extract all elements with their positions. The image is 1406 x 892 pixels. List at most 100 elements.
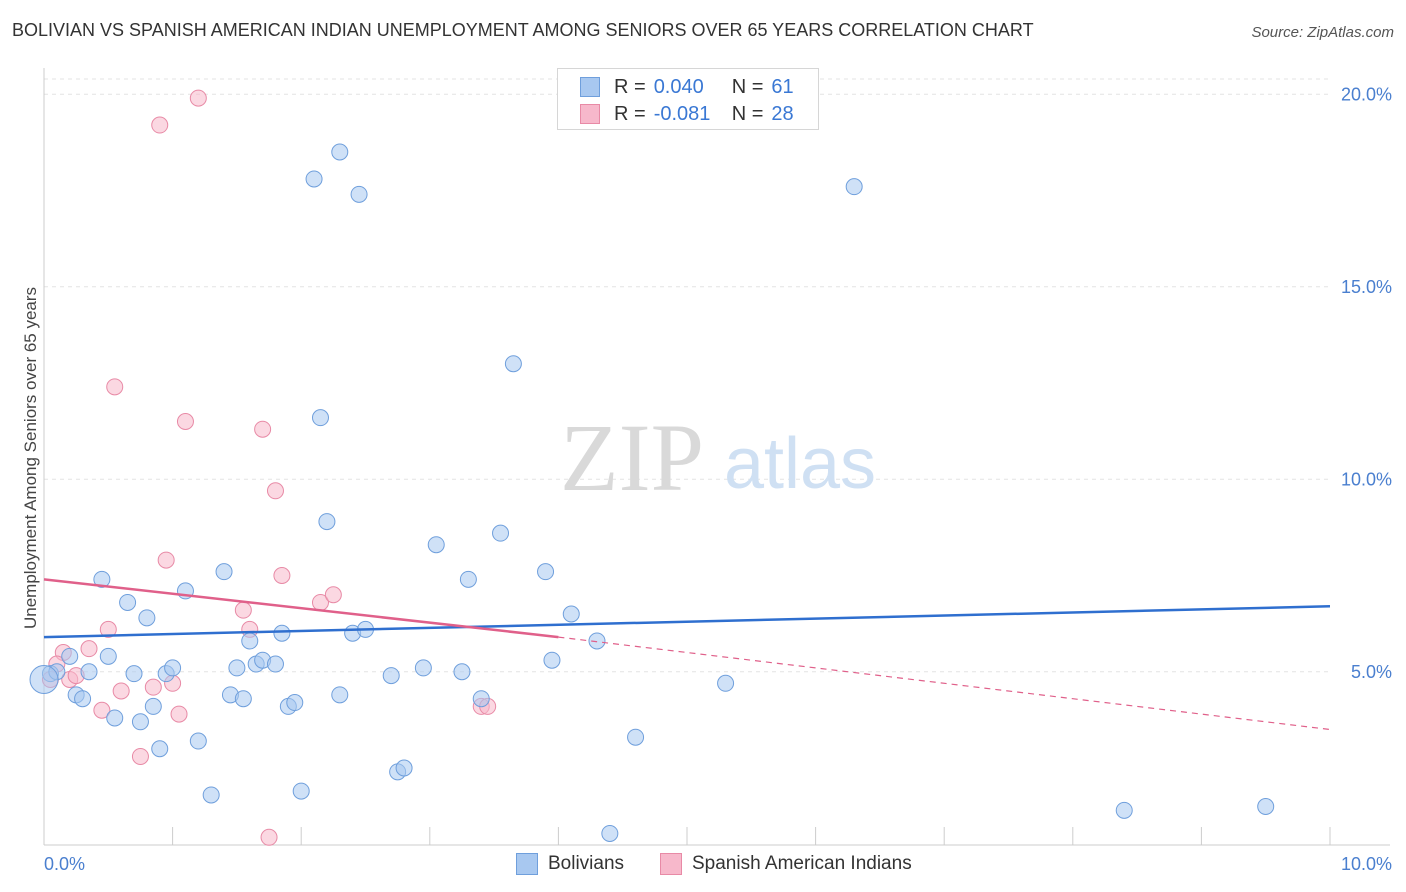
x-tick-label: 10.0% <box>1341 854 1392 874</box>
bolivian-point <box>138 609 156 627</box>
legend-swatch-bolivians <box>580 77 600 97</box>
bolivian-point <box>601 824 619 842</box>
spanish-point <box>260 828 278 846</box>
bolivian-point <box>311 409 329 427</box>
spanish-point <box>99 620 117 638</box>
bolivian-point <box>543 651 561 669</box>
bolivian-point <box>382 667 400 685</box>
watermark: ZIP atlas <box>560 404 876 511</box>
bolivian-point <box>80 663 98 681</box>
bolivian-point <box>164 659 182 677</box>
bolivian-point <box>29 664 59 694</box>
bolivian-point <box>331 686 349 704</box>
bolivian-point <box>189 732 207 750</box>
bolivian-point <box>453 663 471 681</box>
legend-swatch-spanish <box>580 104 600 124</box>
bolivian-point <box>414 659 432 677</box>
bolivian-point <box>131 713 149 731</box>
bolivian-point <box>1257 798 1275 815</box>
bolivian-point <box>845 178 863 196</box>
spanish-point <box>176 413 194 430</box>
y-axis-label: Unemployment Among Seniors over 65 years <box>21 287 40 629</box>
grid-lines <box>44 78 1330 673</box>
bolivian-point <box>504 355 522 373</box>
bolivian-point <box>74 690 92 708</box>
bolivian-point <box>627 728 645 746</box>
watermark-zip: ZIP <box>560 404 704 511</box>
bolivian-point <box>350 185 368 203</box>
bolivian-point <box>273 624 291 642</box>
spanish-point <box>324 586 342 604</box>
bolivian-point <box>151 740 169 758</box>
spanish-point <box>266 482 284 500</box>
bolivian-point <box>241 632 259 650</box>
bolivian-point <box>228 659 246 677</box>
spanish-point <box>112 682 130 700</box>
bolivian-point <box>106 709 124 727</box>
bolivian-point <box>537 563 555 581</box>
bolivian-point <box>215 563 233 581</box>
bolivian-point <box>286 694 304 712</box>
spanish-point <box>144 678 162 696</box>
bolivian-point <box>318 513 336 531</box>
y-tick-label: 5.0% <box>1351 662 1392 682</box>
spanish-point <box>106 378 124 396</box>
spanish-point <box>93 701 111 719</box>
bottom-legend-label-bolivians: Bolivians <box>548 853 625 874</box>
bolivian-point <box>93 570 111 588</box>
bolivian-point <box>1115 801 1133 819</box>
bottom-legend-spanish: Spanish American Indians <box>660 850 912 878</box>
legend-r-value: -0.081 <box>653 102 711 125</box>
bolivian-point <box>717 674 735 692</box>
legend-n-label: N = <box>731 75 764 98</box>
trend-lines <box>43 578 1331 731</box>
bolivian-point <box>119 593 137 611</box>
spanish-point <box>254 420 272 438</box>
bolivians-trend-line <box>43 605 1331 639</box>
bolivian-points <box>29 143 1275 842</box>
correlation-legend: R = 0.040 N = 61 R = -0.081 N = 28 <box>557 68 819 130</box>
bottom-legend-label-spanish: Spanish American Indians <box>692 853 912 874</box>
bolivian-point <box>292 782 310 800</box>
bolivian-point <box>472 690 490 708</box>
bolivian-point <box>427 536 445 554</box>
spanish-point <box>151 116 169 134</box>
legend-row-spanish: R = -0.081 N = 28 <box>580 101 794 127</box>
legend-n-label: N = <box>731 102 764 125</box>
bolivian-point <box>588 632 606 650</box>
bolivian-point <box>492 524 510 542</box>
legend-n-value: 61 <box>771 75 794 98</box>
spanish-point <box>157 551 175 569</box>
legend-row-bolivians: R = 0.040 N = 61 <box>580 74 794 100</box>
spanish-point <box>170 705 188 723</box>
chart-title: BOLIVIAN VS SPANISH AMERICAN INDIAN UNEM… <box>12 20 1034 40</box>
bolivian-point <box>395 759 413 777</box>
spanish-point <box>80 640 98 658</box>
bolivian-point <box>234 690 252 708</box>
bolivian-point <box>459 570 477 588</box>
bolivian-point <box>202 786 220 804</box>
bolivian-point <box>562 605 580 623</box>
bottom-legend-bolivians: Bolivians <box>516 850 624 878</box>
y-tick-label: 10.0% <box>1341 469 1392 489</box>
spanish-point <box>131 747 149 765</box>
spanish-point <box>189 89 207 107</box>
bolivian-point <box>331 143 349 161</box>
axes <box>43 68 1390 846</box>
spanish-points <box>41 89 497 846</box>
spanish-trend-extension <box>558 636 1331 731</box>
bolivian-point <box>144 697 162 715</box>
legend-r-label: R = <box>614 75 646 98</box>
spanish-point <box>273 567 291 584</box>
bolivian-point <box>125 665 143 683</box>
y-tick-label: 20.0% <box>1341 84 1392 104</box>
source-label: Source: ZipAtlas.com <box>1251 24 1394 41</box>
watermark-atlas: atlas <box>724 424 876 504</box>
bolivian-point <box>266 655 284 673</box>
tick-labels: 5.0% 10.0% 15.0% 20.0% 0.0% 10.0% <box>44 84 1392 874</box>
y-tick-label: 15.0% <box>1341 277 1392 297</box>
x-tick-label: 0.0% <box>44 854 85 874</box>
bottom-legend-swatch-bolivians <box>516 853 538 875</box>
bolivian-point <box>99 647 117 665</box>
